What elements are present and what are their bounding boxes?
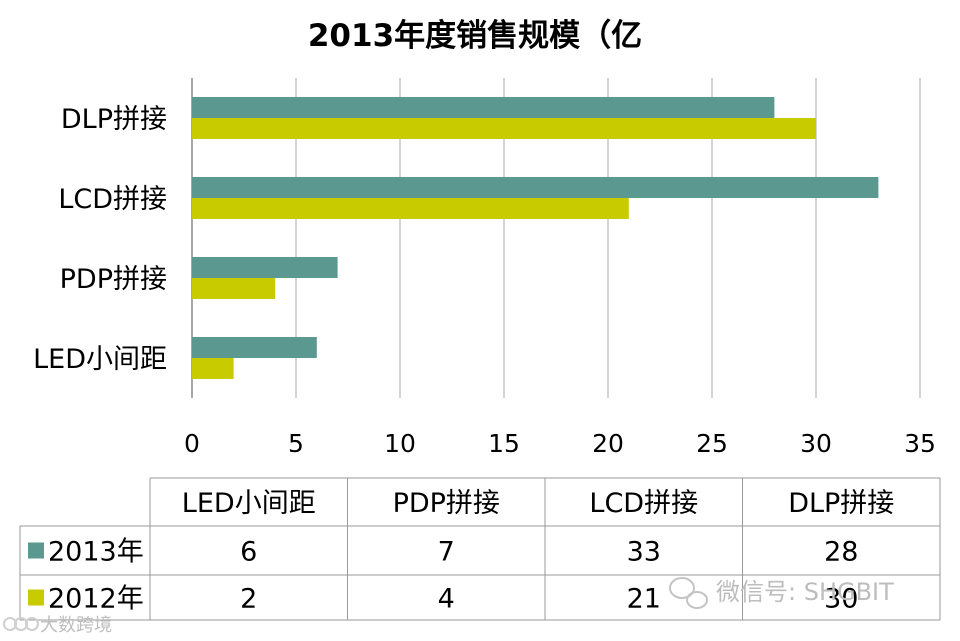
data-table: LED小间距 PDP拼接 LCD拼接 DLP拼接 2013年 6 7 33 28 2012年 2 4 2… [19, 477, 941, 621]
bar [192, 97, 775, 118]
bar [192, 118, 816, 139]
data-label: 6 [240, 537, 257, 568]
bar [192, 337, 317, 358]
legend-swatch [28, 542, 44, 559]
legend-swatch [28, 589, 44, 606]
data-label: 28 [824, 537, 858, 568]
legend-label: 2013年 [48, 537, 144, 568]
watermark: 微信号: SHGBIT [669, 577, 894, 609]
category-label: LED小间距 [33, 344, 167, 375]
data-label: 7 [438, 537, 455, 568]
x-tick-labels: 0 5 10 15 20 25 30 35 [184, 429, 936, 458]
x-tick-label: 0 [184, 429, 200, 458]
category-labels: DLP拼接 LCD拼接 PDP拼接 LED小间距 [33, 104, 167, 375]
data-label: 21 [627, 584, 661, 615]
x-tick-label: 35 [904, 429, 936, 458]
bar [192, 257, 338, 278]
x-tick-label: 10 [384, 429, 416, 458]
bar [192, 198, 629, 219]
data-label: 30 [824, 584, 858, 615]
data-label: 33 [627, 537, 661, 568]
x-tick-label: 25 [696, 429, 728, 458]
bar [192, 278, 276, 299]
x-tick-label: 5 [288, 429, 304, 458]
bar [192, 177, 879, 198]
category-label: LCD拼接 [58, 184, 167, 215]
bar [192, 358, 234, 379]
table-header: PDP拼接 [393, 488, 500, 519]
data-label: 2 [240, 584, 257, 615]
category-label: DLP拼接 [61, 104, 167, 135]
chart-title: 2013年度销售规模（亿 [308, 18, 642, 54]
x-tick-label: 30 [800, 429, 832, 458]
table-header: LED小间距 [182, 488, 316, 519]
legend-label: 2012年 [48, 584, 144, 615]
category-label: PDP拼接 [60, 264, 167, 295]
table-header: DLP拼接 [788, 488, 894, 519]
footer-text: 大数跨境 [40, 615, 112, 636]
footer: 大数跨境 [3, 615, 112, 636]
data-label: 4 [438, 584, 455, 615]
x-tick-label: 15 [488, 429, 520, 458]
wechat-icon [669, 577, 708, 609]
watermark-text: 微信号: SHGBIT [716, 578, 894, 606]
bars [192, 97, 879, 379]
table-header: LCD拼接 [589, 488, 698, 519]
footer-logo-icon [3, 617, 39, 631]
x-tick-label: 20 [592, 429, 624, 458]
